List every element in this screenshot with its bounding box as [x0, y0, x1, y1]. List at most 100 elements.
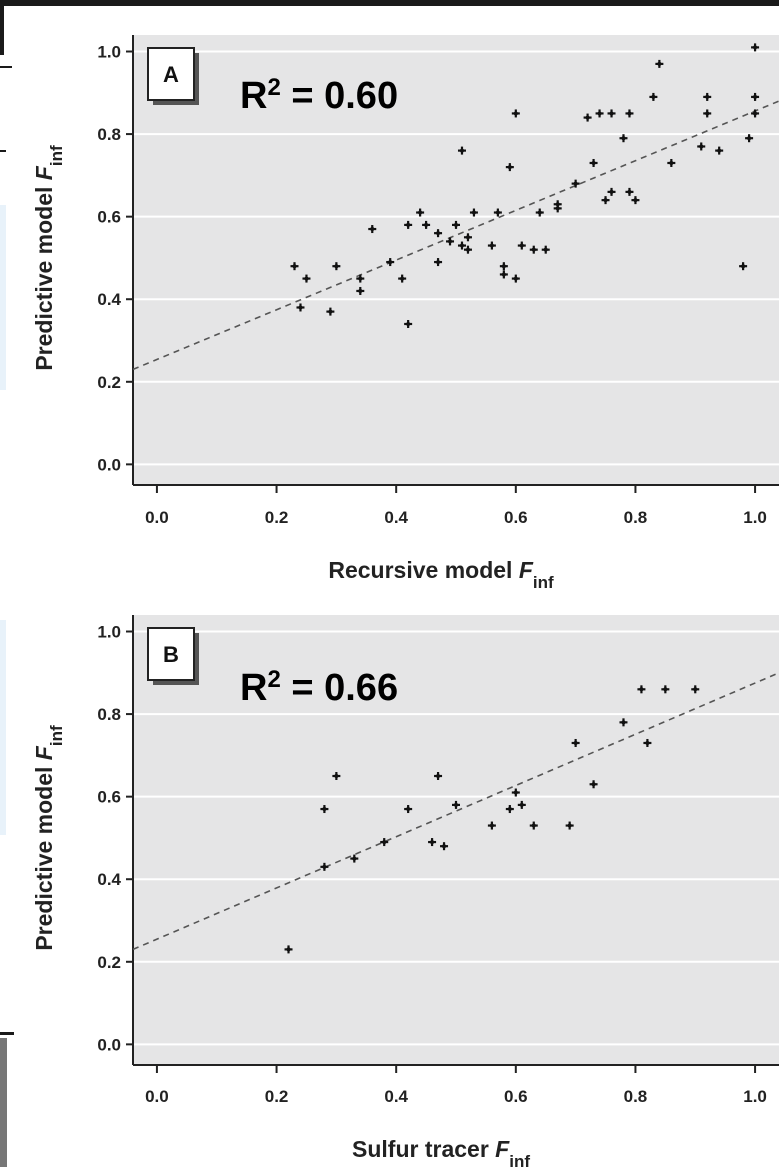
x-tick-label: 1.0	[743, 508, 767, 527]
data-point-core	[382, 840, 387, 845]
data-point	[571, 179, 580, 188]
data-point	[434, 772, 443, 781]
data-point	[589, 158, 598, 167]
data-point-core	[513, 111, 518, 116]
data-point	[302, 274, 311, 283]
data-point-core	[322, 807, 327, 812]
data-point	[434, 229, 443, 238]
data-point-core	[741, 264, 746, 269]
data-point	[469, 208, 478, 217]
data-point	[529, 245, 538, 254]
data-point	[517, 241, 526, 250]
data-point	[553, 200, 562, 209]
data-point-core	[531, 247, 536, 252]
data-point-core	[519, 243, 524, 248]
data-point-core	[448, 239, 453, 244]
data-point-core	[705, 94, 710, 99]
y-tick-label: 0.8	[97, 125, 121, 144]
y-tick-label: 0.6	[97, 788, 121, 807]
data-point-core	[322, 864, 327, 869]
data-point	[326, 307, 335, 316]
data-point-core	[286, 947, 291, 952]
data-point-core	[669, 160, 674, 165]
data-point-core	[388, 260, 393, 265]
data-point-core	[555, 202, 560, 207]
x-tick-label: 0.4	[384, 1087, 408, 1106]
data-point	[398, 274, 407, 283]
panel-label-box	[147, 47, 195, 101]
data-point-core	[513, 276, 518, 281]
data-point	[511, 788, 520, 797]
left-crop-mark-top	[0, 0, 4, 55]
panel-label-box	[147, 627, 195, 681]
data-point-core	[573, 740, 578, 745]
data-point	[715, 146, 724, 155]
data-point-core	[459, 148, 464, 153]
data-point-core	[573, 181, 578, 186]
data-point-core	[603, 198, 608, 203]
data-point-core	[489, 823, 494, 828]
data-point-core	[489, 243, 494, 248]
data-point-core	[495, 210, 500, 215]
data-point-core	[436, 231, 441, 236]
data-point	[457, 146, 466, 155]
left-crop-tick-2	[0, 150, 6, 152]
data-point	[332, 772, 341, 781]
data-point	[751, 92, 760, 101]
data-point	[457, 241, 466, 250]
data-point-core	[436, 774, 441, 779]
data-point-core	[370, 227, 375, 232]
data-point	[589, 780, 598, 789]
data-point-core	[609, 189, 614, 194]
data-point	[655, 59, 664, 68]
left-crop-bar	[0, 1038, 7, 1167]
data-point-core	[597, 111, 602, 116]
data-point	[452, 800, 460, 809]
data-point-core	[585, 115, 590, 120]
data-point	[697, 142, 706, 151]
data-point-core	[507, 165, 512, 170]
data-point	[607, 187, 616, 196]
y-tick-label: 0.4	[97, 290, 121, 309]
data-point-core	[537, 210, 542, 215]
data-point	[296, 303, 305, 312]
data-point-core	[591, 782, 596, 787]
data-point-core	[454, 802, 458, 807]
data-point	[691, 685, 700, 694]
data-point	[619, 134, 628, 143]
data-point-core	[292, 264, 297, 269]
data-point-core	[693, 687, 698, 692]
data-point	[368, 225, 377, 234]
data-point-core	[358, 276, 363, 281]
data-point	[320, 805, 329, 814]
data-point-core	[753, 45, 758, 50]
data-point	[332, 262, 341, 271]
data-point	[745, 134, 754, 143]
data-point	[529, 821, 538, 830]
data-point	[505, 805, 514, 814]
data-point	[499, 262, 508, 271]
data-point-core	[747, 136, 752, 141]
data-point	[643, 738, 652, 747]
data-point-core	[753, 111, 758, 116]
data-point-core	[298, 305, 303, 310]
data-point	[493, 208, 502, 217]
data-point	[499, 270, 508, 279]
panel-a: 0.0 0.2 0.4 0.6 0.8 1.0 0.0 0.2 0.4 0.6 0.8 1.0 A R2 …	[31, 35, 779, 592]
x-axis-label: Recursive model Finf	[328, 557, 554, 592]
data-point-core	[627, 111, 632, 116]
data-point	[571, 738, 580, 747]
data-point-core	[621, 136, 626, 141]
y-tick-label: 1.0	[97, 623, 121, 642]
data-point	[440, 842, 449, 851]
data-point	[434, 258, 443, 267]
data-point	[446, 237, 455, 246]
panel-b: 0.0 0.2 0.4 0.6 0.8 1.0 0.0 0.2 0.4 0.6 0.8 1.0 B R2 …	[31, 615, 779, 1167]
data-point-core	[543, 247, 548, 252]
y-tick-label: 0.2	[97, 953, 121, 972]
data-point-core	[334, 774, 339, 779]
data-point-core	[352, 856, 357, 861]
data-point	[487, 241, 496, 250]
data-point-core	[436, 260, 441, 265]
left-crop-tint-2	[0, 620, 6, 835]
